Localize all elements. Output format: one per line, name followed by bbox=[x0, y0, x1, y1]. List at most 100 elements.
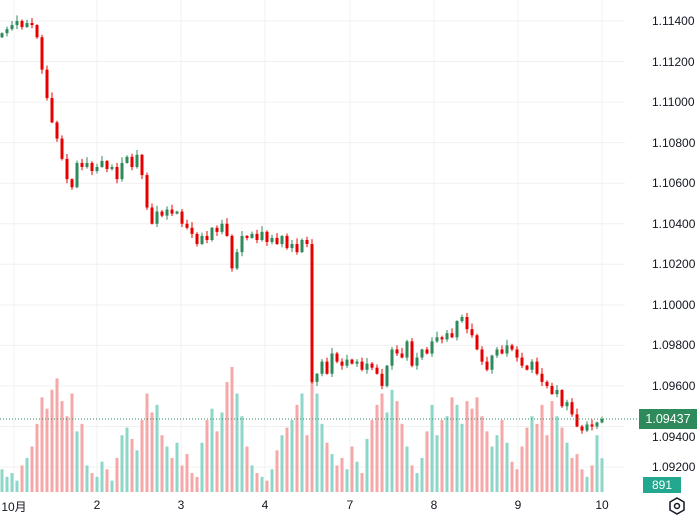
volume-bar bbox=[30, 446, 34, 492]
candle-body bbox=[365, 363, 369, 370]
candle-body bbox=[425, 349, 429, 354]
candle-body bbox=[325, 361, 329, 374]
candle-body bbox=[225, 223, 229, 236]
candle-body bbox=[345, 359, 349, 366]
candle-body bbox=[445, 333, 449, 340]
settings-gear-icon[interactable] bbox=[667, 496, 687, 516]
volume-bar bbox=[330, 454, 334, 492]
time-tick-label: 4 bbox=[261, 498, 269, 512]
candle-body bbox=[20, 21, 24, 28]
candle-body bbox=[535, 361, 539, 374]
candle-body bbox=[200, 235, 204, 245]
volume-bar bbox=[20, 465, 24, 492]
volume-bar bbox=[25, 457, 29, 492]
candle-body bbox=[575, 414, 579, 427]
volume-bar bbox=[45, 408, 49, 492]
candle-body bbox=[510, 345, 514, 350]
volume-bar bbox=[535, 423, 539, 492]
time-tick-label: 9 bbox=[514, 498, 522, 512]
candle-body bbox=[185, 223, 189, 228]
candle-body bbox=[40, 37, 44, 70]
candle-body bbox=[405, 341, 409, 358]
candle-body bbox=[550, 385, 554, 395]
candle-body bbox=[485, 361, 489, 370]
candle-body bbox=[155, 211, 159, 224]
candle-body bbox=[140, 154, 144, 176]
candle-body bbox=[165, 209, 169, 216]
volume-bar bbox=[290, 420, 294, 492]
candle-body bbox=[160, 211, 164, 216]
volume-bar bbox=[15, 480, 19, 492]
volume-bar bbox=[530, 416, 534, 492]
volume-bar bbox=[265, 480, 269, 492]
candle-body bbox=[285, 235, 289, 249]
volume-bar bbox=[255, 473, 259, 492]
candle-body bbox=[50, 98, 54, 123]
volume-bar bbox=[575, 454, 579, 492]
volume-bar bbox=[150, 412, 154, 492]
volume-bar bbox=[200, 442, 204, 492]
volume-bar bbox=[110, 480, 114, 492]
candle-body bbox=[60, 138, 64, 159]
volume-bar bbox=[460, 423, 464, 492]
volume-bar bbox=[425, 431, 429, 492]
volume-bar bbox=[500, 420, 504, 492]
time-tick-label: 10 bbox=[595, 498, 609, 512]
volume-bar bbox=[335, 465, 339, 492]
candle-body bbox=[65, 158, 69, 180]
volume-bar bbox=[135, 450, 139, 492]
candle-body bbox=[290, 244, 294, 249]
volume-bar bbox=[115, 457, 119, 492]
volume-bar bbox=[80, 423, 84, 492]
candle-body bbox=[110, 166, 114, 170]
volume-bar bbox=[205, 420, 209, 492]
volume-bar bbox=[65, 416, 69, 492]
volume-bar bbox=[560, 427, 564, 492]
candle-body bbox=[560, 390, 564, 407]
candle-body bbox=[320, 361, 324, 374]
volume-bar bbox=[475, 397, 479, 492]
time-tick-label: 7 bbox=[346, 498, 354, 512]
volume-bar bbox=[145, 393, 149, 492]
candle-body bbox=[475, 335, 479, 350]
price-tick-label: 1.09400 bbox=[652, 429, 696, 444]
candle-body bbox=[15, 21, 19, 26]
price-tick-label: 1.10400 bbox=[652, 216, 696, 231]
volume-bar bbox=[545, 435, 549, 492]
candle-body bbox=[275, 237, 279, 245]
candle-body bbox=[85, 162, 89, 167]
volume-bar bbox=[285, 427, 289, 492]
candle-body bbox=[10, 25, 14, 30]
candle-body bbox=[240, 235, 244, 253]
candle-body bbox=[450, 333, 454, 338]
candle-body bbox=[460, 317, 464, 322]
candle-body bbox=[245, 235, 249, 238]
volume-bar bbox=[50, 389, 54, 492]
volume-bar bbox=[105, 469, 109, 492]
volume-bar bbox=[230, 367, 234, 492]
price-tick-label: 1.10000 bbox=[652, 297, 696, 312]
volume-bar bbox=[480, 416, 484, 492]
volume-bar bbox=[340, 457, 344, 492]
volume-bar bbox=[350, 446, 354, 492]
price-tick-label: 1.09600 bbox=[652, 378, 696, 393]
volume-bar bbox=[320, 423, 324, 492]
candle-body bbox=[190, 227, 194, 234]
volume-bar bbox=[270, 469, 274, 492]
candle-body bbox=[530, 361, 534, 370]
candle-body bbox=[390, 349, 394, 366]
candle-body bbox=[435, 337, 439, 342]
volume-bar bbox=[390, 389, 394, 492]
candle-body bbox=[340, 361, 344, 366]
volume-bar bbox=[540, 404, 544, 492]
volume-bar bbox=[245, 446, 249, 492]
candle-body bbox=[520, 357, 524, 366]
volume-bar bbox=[75, 431, 79, 492]
volume-bar bbox=[550, 401, 554, 492]
candle-body bbox=[0, 33, 4, 38]
volume-bar bbox=[60, 401, 64, 492]
candle-body bbox=[335, 353, 339, 362]
candle-body bbox=[600, 418, 604, 423]
candle-body bbox=[565, 402, 569, 407]
